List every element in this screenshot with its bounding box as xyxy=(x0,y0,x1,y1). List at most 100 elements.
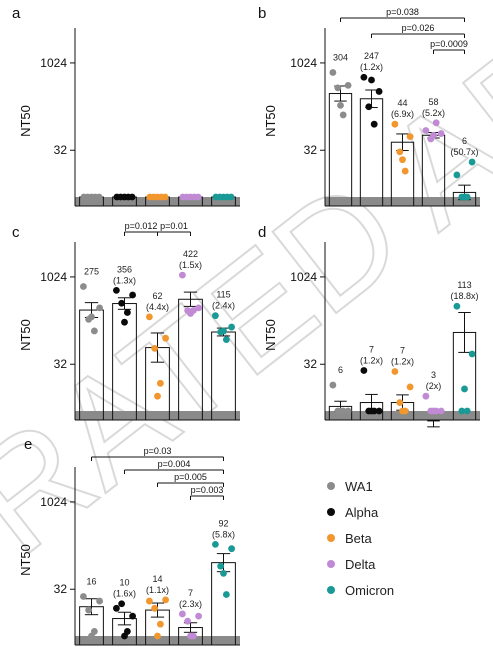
panel-b: b 1024 32 NT50 304 (1.2x)247 (6.9x)44 (5.2x)58 (… xyxy=(258,5,480,207)
data-point-alpha xyxy=(128,193,136,201)
bar-ratio-label: (1.3x) xyxy=(113,275,136,285)
data-point-alpha xyxy=(370,120,378,128)
panel-e: e 1024 32 NT50 16 (1.6x)10 (1.1x)14 (2.3x)7 (5.8… xyxy=(18,436,240,646)
data-point-delta xyxy=(195,612,203,620)
data-point-omicron xyxy=(463,407,471,415)
p-value-label: p=0.03 xyxy=(144,446,172,456)
data-point-alpha xyxy=(118,299,126,307)
data-point-omicron xyxy=(458,407,466,415)
y-axis-label: NT50 xyxy=(18,319,33,351)
data-point-omicron xyxy=(211,540,219,548)
data-point-delta xyxy=(178,610,186,618)
data-point-wa1 xyxy=(88,632,95,640)
data-point-omicron xyxy=(468,158,476,166)
bar-value-label: 422 xyxy=(183,249,198,259)
lod-band xyxy=(75,411,240,420)
data-point-wa1 xyxy=(90,327,98,335)
bar-value-label: 304 xyxy=(333,53,348,63)
data-point-omicron xyxy=(222,336,230,344)
chart-panels: a102432NT50b102432NT50304(1.2x)247(6.9x)… xyxy=(12,5,480,646)
data-point-omicron xyxy=(453,302,461,310)
lod-band xyxy=(325,197,480,206)
data-point-beta xyxy=(162,596,170,604)
data-point-delta xyxy=(437,130,445,137)
data-point-omicron xyxy=(217,562,225,570)
y-tick-label: 1024 xyxy=(40,270,67,284)
bar-ratio-label: (1.1x) xyxy=(146,585,169,595)
data-point-alpha xyxy=(123,309,131,316)
data-point-delta xyxy=(437,407,445,415)
p-value-label: p=0.012 xyxy=(125,221,158,231)
bar-ratio-label: (4.4x) xyxy=(146,302,169,312)
bar-ratio-label: (50.7x) xyxy=(450,147,478,157)
legend-marker-alpha xyxy=(327,508,335,516)
y-tick-label: 1024 xyxy=(40,56,67,70)
bar-value-label: 10 xyxy=(119,578,129,588)
data-point-alpha xyxy=(129,291,137,299)
legend-marker-wa1 xyxy=(327,482,335,490)
legend-label: Beta xyxy=(345,531,373,546)
legend-marker-delta xyxy=(327,560,335,568)
bar-value-label: 113 xyxy=(457,280,471,290)
data-point-delta xyxy=(194,193,202,201)
data-point-wa1 xyxy=(329,69,337,76)
bar-value-label: 7 xyxy=(400,345,405,355)
y-axis-label: NT50 xyxy=(263,105,278,137)
data-point-alpha xyxy=(365,103,373,111)
data-point-delta xyxy=(430,131,437,139)
data-point-beta xyxy=(145,313,153,321)
data-point-omicron xyxy=(222,591,230,598)
data-point-alpha xyxy=(368,407,375,415)
data-point-wa1 xyxy=(334,84,342,92)
bar-value-label: 115 xyxy=(216,290,230,300)
p-value-label: p=0.004 xyxy=(158,459,191,469)
y-tick-label: 32 xyxy=(54,582,68,596)
data-point-beta xyxy=(399,156,406,164)
y-tick-label: 1024 xyxy=(290,270,317,284)
data-point-omicron xyxy=(227,193,235,201)
bar-value-label: 44 xyxy=(397,98,407,108)
data-point-delta xyxy=(422,392,430,400)
data-point-delta xyxy=(184,617,192,625)
data-point-wa1 xyxy=(79,283,87,290)
data-point-omicron xyxy=(461,385,468,393)
data-point-beta xyxy=(145,597,153,605)
data-point-alpha xyxy=(375,407,383,415)
lod-band xyxy=(325,411,480,420)
p-value-label: p=0.005 xyxy=(174,472,207,482)
y-axis-label: NT50 xyxy=(18,105,33,137)
bar-value-label: 14 xyxy=(152,574,162,584)
bar-value-label: 16 xyxy=(86,576,96,586)
legend-label: Omicron xyxy=(345,583,394,598)
y-tick-label: 1024 xyxy=(40,495,67,509)
bar-ratio-label: (1.2x) xyxy=(360,62,383,72)
p-value-label: p=0.003 xyxy=(191,485,224,495)
data-point-wa1 xyxy=(339,111,347,119)
legend-marker-omicron xyxy=(327,586,335,594)
bar-ratio-label: (1.2x) xyxy=(360,355,383,365)
data-point-beta xyxy=(399,407,406,415)
bar-value-label: 3 xyxy=(431,370,436,380)
panel-letter: b xyxy=(258,5,266,22)
data-point-delta xyxy=(195,304,203,312)
bar-value-label: 92 xyxy=(218,518,228,528)
y-tick-label: 32 xyxy=(304,357,318,371)
data-point-wa1 xyxy=(85,606,93,614)
data-point-delta xyxy=(187,632,194,640)
data-point-beta xyxy=(154,392,161,400)
bar-ratio-label: (6.9x) xyxy=(391,109,414,119)
p-value-label: p=0.038 xyxy=(386,7,419,17)
data-point-wa1 xyxy=(344,407,352,415)
panel-a: a 1024 32 NT50 xyxy=(12,5,240,207)
data-point-beta xyxy=(401,167,409,175)
data-point-omicron xyxy=(228,545,236,553)
data-point-beta xyxy=(391,368,399,375)
bar-ratio-label: (2x) xyxy=(426,381,442,391)
data-point-alpha xyxy=(360,367,368,374)
data-point-beta xyxy=(156,379,164,387)
watermark-text: RATED ARTICLE xyxy=(0,0,493,586)
y-tick-label: 32 xyxy=(54,357,68,371)
bar-value-label: 6 xyxy=(462,136,467,146)
data-point-wa1 xyxy=(95,193,103,201)
